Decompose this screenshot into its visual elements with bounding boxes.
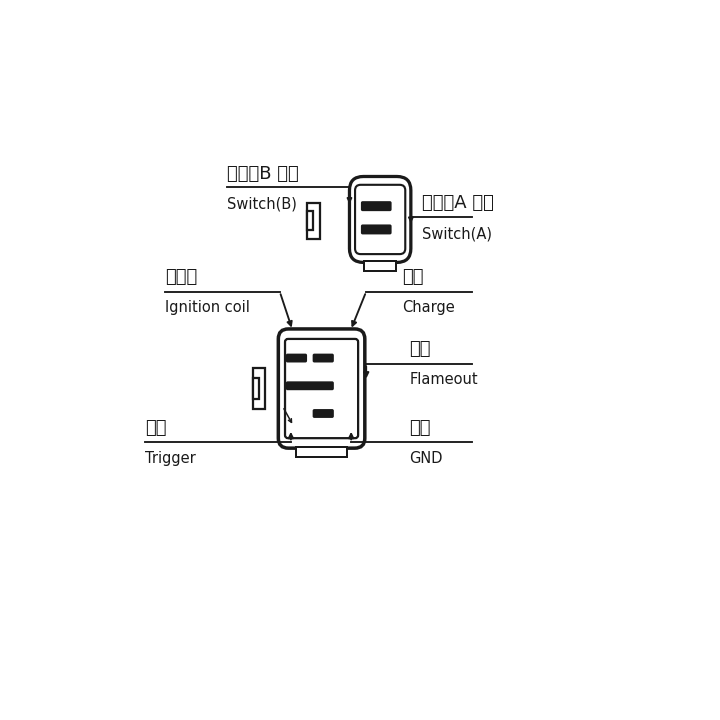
- Text: Switch(B): Switch(B): [227, 197, 297, 212]
- FancyBboxPatch shape: [361, 225, 392, 235]
- Bar: [307, 211, 313, 230]
- FancyBboxPatch shape: [312, 354, 334, 362]
- Text: GND: GND: [409, 451, 443, 466]
- Bar: [364, 261, 396, 271]
- Text: Switch(A): Switch(A): [422, 226, 492, 241]
- Text: 触发: 触发: [145, 419, 166, 437]
- Text: 息火: 息火: [409, 340, 431, 358]
- FancyBboxPatch shape: [312, 409, 334, 418]
- Bar: [253, 368, 264, 410]
- Text: 搭鐵: 搭鐵: [409, 419, 431, 437]
- Bar: [253, 378, 259, 399]
- Text: Flameout: Flameout: [409, 372, 478, 387]
- Text: Charge: Charge: [402, 300, 455, 315]
- Text: 开关（B 端）: 开关（B 端）: [227, 165, 299, 183]
- Bar: [297, 447, 347, 457]
- Text: 充电: 充电: [402, 268, 424, 286]
- FancyBboxPatch shape: [279, 329, 365, 448]
- Text: Trigger: Trigger: [145, 451, 195, 466]
- Text: Ignition coil: Ignition coil: [166, 300, 251, 315]
- FancyBboxPatch shape: [349, 176, 411, 262]
- FancyBboxPatch shape: [355, 185, 405, 254]
- FancyBboxPatch shape: [361, 201, 392, 211]
- Bar: [307, 202, 320, 238]
- FancyBboxPatch shape: [285, 339, 358, 438]
- FancyBboxPatch shape: [286, 382, 334, 390]
- Text: 高压包: 高压包: [166, 268, 197, 286]
- FancyBboxPatch shape: [286, 354, 307, 362]
- Text: 开关（A 端）: 开关（A 端）: [422, 194, 494, 212]
